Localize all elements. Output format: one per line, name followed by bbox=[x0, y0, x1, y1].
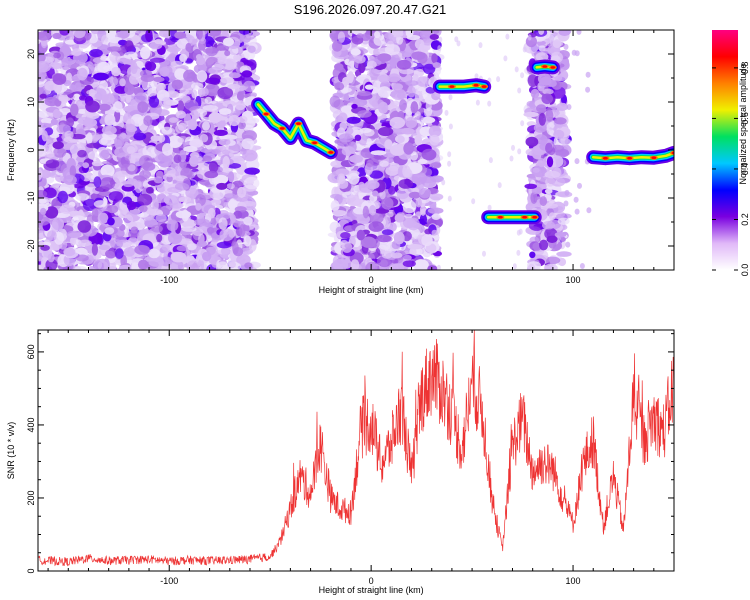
spec-ytick-label: 10 bbox=[26, 97, 36, 107]
spec-ytick-label: 20 bbox=[26, 49, 36, 59]
snr-plot bbox=[38, 330, 674, 567]
colorbar-label: Normalized spectral amplitude bbox=[738, 63, 748, 184]
signal-track-2 bbox=[481, 210, 542, 225]
sparse-speckle bbox=[436, 30, 592, 270]
snr-ytick-label: 0 bbox=[26, 568, 36, 573]
noise-region-1 bbox=[327, 30, 445, 270]
snr-xlabel: Height of straight line (km) bbox=[319, 585, 424, 595]
signal-track-3 bbox=[529, 59, 560, 75]
spec-xtick-label: -100 bbox=[160, 275, 178, 285]
snr-xtick-label: 100 bbox=[566, 576, 581, 586]
colorbar-tick-label: 0.0 bbox=[740, 264, 750, 277]
colorbar-tick-label: 0.6 bbox=[740, 112, 750, 125]
snr-xtick-label: -100 bbox=[160, 576, 178, 586]
spectrogram-plot bbox=[38, 30, 674, 270]
signal-track-0 bbox=[251, 97, 338, 160]
snr-ytick-label: 400 bbox=[26, 417, 36, 432]
spec-xlabel: Height of straight line (km) bbox=[319, 285, 424, 295]
colorbar-tick-label: 0.8 bbox=[740, 62, 750, 75]
spec-ytick-label: -20 bbox=[26, 239, 36, 252]
noise-region-2 bbox=[523, 30, 573, 270]
spec-xtick-label: 0 bbox=[369, 275, 374, 285]
colorbar-tick-label: 0.2 bbox=[740, 213, 750, 226]
snr-frame bbox=[37, 329, 675, 572]
spec-ylabel: Frequency (Hz) bbox=[6, 119, 16, 181]
colorbar-tick-label: 0.4 bbox=[740, 163, 750, 176]
colorbar-gradient bbox=[712, 30, 738, 270]
signal-track-1 bbox=[432, 78, 492, 94]
snr-ytick-label: 600 bbox=[26, 344, 36, 359]
signal-track-4 bbox=[586, 145, 674, 166]
spec-ytick-label: 0 bbox=[26, 147, 36, 152]
snr-ylabel: SNR (10 * v/v) bbox=[6, 422, 16, 480]
spec-xtick-label: 100 bbox=[566, 275, 581, 285]
snr-xtick-label: 0 bbox=[369, 576, 374, 586]
noise-region-0 bbox=[38, 30, 262, 270]
snr-series-line bbox=[38, 330, 674, 567]
chart-title: S196.2026.097.20.47.G21 bbox=[293, 2, 447, 17]
spec-ytick-label: -10 bbox=[26, 191, 36, 204]
snr-ytick-label: 200 bbox=[26, 490, 36, 505]
